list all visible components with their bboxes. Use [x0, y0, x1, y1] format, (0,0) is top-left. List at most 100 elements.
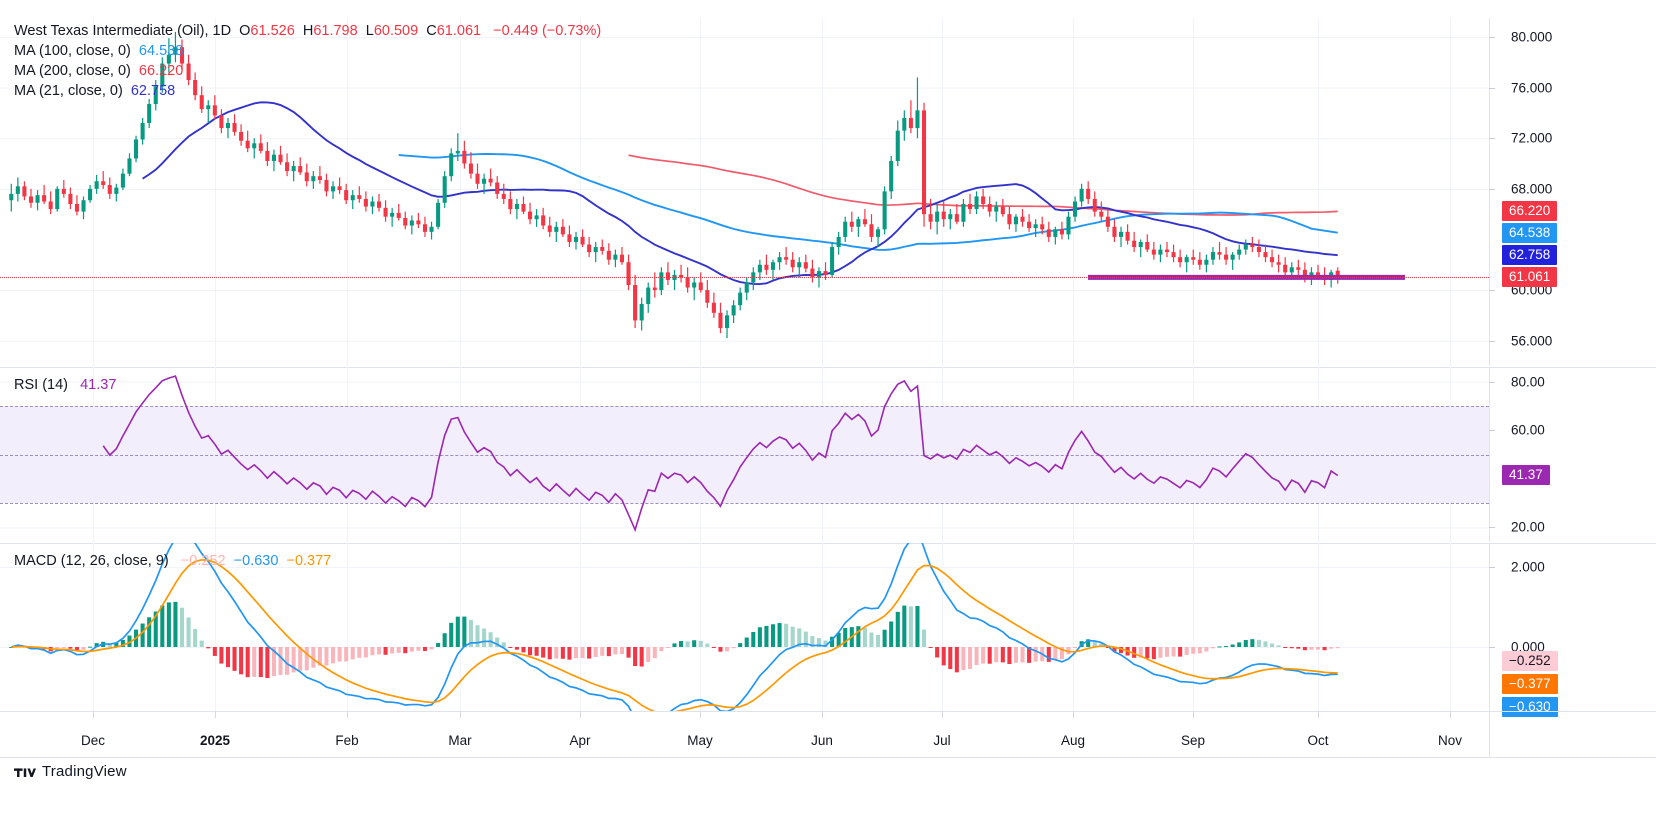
- macd-legend: MACD (12, 26, close, 9) −0.252 −0.630 −0…: [14, 551, 331, 571]
- tradingview-logo-icon: [14, 768, 36, 777]
- price-axis[interactable]: 80.000 76.000 72.000 68.000 60.000 56.000 66.2…: [1489, 18, 1656, 366]
- pane-separator-rsi: [0, 367, 1656, 368]
- time-axis-tick: [822, 711, 823, 718]
- ma21-price-badge[interactable]: 62.758: [1502, 245, 1558, 266]
- time-axis-label: Feb: [335, 733, 359, 748]
- macd-axis-tick-label: 2.000: [1511, 559, 1545, 575]
- time-axis-label: Jul: [933, 733, 951, 748]
- ma21-legend-row: MA (21, close, 0) 62.758: [14, 81, 601, 101]
- macd-label[interactable]: MACD (12, 26, close, 9): [14, 553, 169, 569]
- rsi-axis-tick-label: 60.00: [1511, 422, 1545, 438]
- price-axis-tick-label: 72.000: [1511, 130, 1553, 146]
- axis-divider: [1489, 543, 1490, 711]
- price-plot[interactable]: [0, 18, 1489, 366]
- ma100-legend-row: MA (100, close, 0) 64.538: [14, 41, 601, 61]
- time-axis-top-border: [0, 711, 1656, 712]
- ma21-label[interactable]: MA (21, close, 0): [14, 83, 123, 99]
- rsi-axis-tick: [1489, 527, 1495, 529]
- time-axis-tick: [215, 711, 216, 718]
- time-axis-tick: [1450, 711, 1451, 718]
- rsi-pane[interactable]: 80.00 60.00 20.00 41.37 RSI (14) 41.37: [0, 367, 1656, 542]
- ohlc-h-value: 61.798: [313, 23, 358, 39]
- rsi-axis-tick: [1489, 381, 1495, 383]
- macd-line-badge[interactable]: −0.630: [1502, 697, 1558, 717]
- rsi-level-line: [0, 503, 1489, 505]
- time-axis-label: Jun: [811, 733, 833, 748]
- macd-line-value: −0.630: [233, 553, 279, 569]
- ohlc-l-label: L: [365, 23, 374, 39]
- symbol-interval[interactable]: 1D: [212, 23, 232, 39]
- price-axis-tick: [1489, 36, 1495, 38]
- price-axis-tick: [1489, 290, 1495, 292]
- time-axis-label: Mar: [448, 733, 472, 748]
- axis-divider: [1489, 18, 1490, 366]
- price-pane[interactable]: 80.000 76.000 72.000 68.000 60.000 56.000 66.2…: [0, 18, 1656, 366]
- price-axis-tick: [1489, 340, 1495, 342]
- time-axis-label: Aug: [1060, 733, 1086, 748]
- ohlc-l-value: 60.509: [373, 23, 419, 39]
- macd-axis[interactable]: 2.000 0.000 −0.252 −0.377 −0.630: [1489, 543, 1656, 717]
- time-axis-tick: [93, 711, 94, 718]
- rsi-value-badge[interactable]: 41.37: [1502, 465, 1550, 486]
- price-axis-tick-label: 68.000: [1511, 181, 1553, 197]
- time-axis[interactable]: Dec 2025 Feb Mar Apr May Jun Jul Aug Sep Oct Nov: [0, 711, 1489, 758]
- ma100-label[interactable]: MA (100, close, 0): [14, 43, 131, 59]
- rsi-axis[interactable]: 80.00 60.00 20.00 41.37: [1489, 367, 1656, 542]
- ma100-value: 64.538: [138, 43, 184, 59]
- ma200-value: 66.220: [138, 63, 184, 79]
- symbol-legend-row: West Texas Intermediate (Oil), 1D O61.52…: [14, 21, 601, 41]
- ma21-value: 62.758: [130, 83, 176, 99]
- axis-divider: [1489, 711, 1490, 758]
- ohlc-o-value: 61.526: [250, 23, 295, 39]
- price-axis-tick-label: 56.000: [1511, 333, 1553, 349]
- price-axis-tick-label: 80.000: [1511, 29, 1553, 45]
- ma200-label[interactable]: MA (200, close, 0): [14, 63, 131, 79]
- macd-plot[interactable]: [0, 543, 1489, 711]
- rsi-axis-tick-label: 80.00: [1511, 374, 1545, 390]
- rsi-value: 41.37: [80, 377, 117, 393]
- time-axis-label: Apr: [569, 733, 591, 748]
- ma100-price-badge[interactable]: 64.538: [1502, 222, 1558, 243]
- symbol-name[interactable]: West Texas Intermediate (Oil): [14, 23, 205, 39]
- macd-signal-badge[interactable]: −0.377: [1502, 674, 1558, 694]
- time-axis-tick: [460, 711, 461, 718]
- time-axis-tick: [1073, 711, 1074, 718]
- time-axis-label: Sep: [1180, 733, 1206, 748]
- rsi-axis-tick: [1489, 430, 1495, 432]
- price-axis-tick: [1489, 188, 1495, 190]
- time-axis-tick: [580, 711, 581, 718]
- price-axis-tick: [1489, 87, 1495, 89]
- macd-pane[interactable]: 2.000 0.000 −0.252 −0.377 −0.630 MACD (12, 2…: [0, 543, 1656, 717]
- rsi-band: [0, 405, 1489, 504]
- time-axis-bottom-border: [0, 757, 1656, 758]
- macd-axis-tick-label: 0.000: [1511, 639, 1545, 655]
- rsi-midline: [0, 454, 1489, 456]
- time-axis-tick: [1318, 711, 1319, 718]
- last-price-badge[interactable]: 61.061: [1502, 266, 1558, 287]
- time-axis-label: Oct: [1307, 733, 1329, 748]
- rsi-label[interactable]: RSI (14): [14, 377, 68, 393]
- ohlc-h-label: H: [302, 23, 314, 39]
- rsi-plot[interactable]: [0, 367, 1489, 542]
- price-axis-tick-label: 76.000: [1511, 80, 1553, 96]
- ohlc-c-label: C: [426, 23, 437, 39]
- price-axis-tick: [1489, 138, 1495, 140]
- time-axis-tick: [1193, 711, 1194, 718]
- time-axis-label: May: [687, 733, 713, 748]
- rsi-level-line: [0, 405, 1489, 407]
- ma200-price-badge[interactable]: 66.220: [1502, 201, 1558, 222]
- rsi-axis-tick-label: 20.00: [1511, 519, 1545, 535]
- macd-hist-badge[interactable]: −0.252: [1502, 651, 1558, 671]
- axis-divider: [1489, 367, 1490, 542]
- ohlc-o-label: O: [239, 23, 251, 39]
- macd-axis-tick: [1489, 567, 1495, 568]
- symbol-sep: ,: [204, 23, 213, 39]
- time-axis-label: 2025: [199, 733, 231, 748]
- ma200-legend-row: MA (200, close, 0) 66.220: [14, 61, 601, 81]
- ohlc-c-value: 61.061: [436, 23, 482, 39]
- macd-hist-value: −0.252: [180, 553, 226, 569]
- rsi-legend: RSI (14) 41.37: [14, 375, 116, 395]
- tradingview-watermark: TradingView: [14, 763, 127, 780]
- tradingview-label: TradingView: [42, 763, 127, 780]
